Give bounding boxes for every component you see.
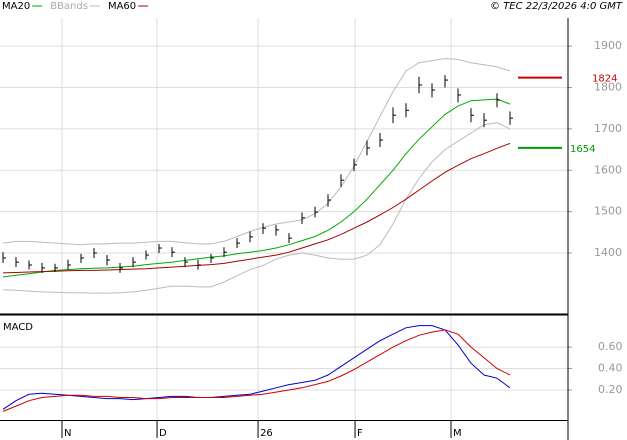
macd-line xyxy=(2,325,511,410)
x-tick-label: N xyxy=(64,428,71,439)
header: © TEC 22/3/2026 4:0 GMT xyxy=(490,1,623,12)
y-tick-label: 0.40 xyxy=(598,362,623,375)
price-marker-label: 1654 xyxy=(570,144,595,155)
bband-upper xyxy=(2,57,511,246)
y-tick-label: 1400 xyxy=(594,246,622,259)
x-tick-label: F xyxy=(357,428,363,439)
y-tick-label: 1500 xyxy=(594,205,622,218)
price-marker-label: 1824 xyxy=(592,74,617,85)
x-tick-label: 26 xyxy=(260,428,273,439)
x-tick-label: D xyxy=(159,428,167,439)
legend-label: BBands xyxy=(50,1,88,12)
y-tick-label: 1700 xyxy=(594,122,622,135)
legend-label: MA60 xyxy=(108,1,136,12)
ma-line xyxy=(2,98,511,278)
ma-line xyxy=(2,142,511,274)
panel-title: MACD xyxy=(3,322,33,333)
y-tick-label: 1600 xyxy=(594,163,622,176)
y-tick-label: 1800 xyxy=(594,81,622,94)
y-tick-label: 1900 xyxy=(594,39,622,52)
bband-lower xyxy=(2,122,511,294)
y-tick-label: 0.20 xyxy=(598,383,623,396)
x-tick-label: M xyxy=(453,428,462,439)
y-tick-label: 0.60 xyxy=(598,340,623,353)
macd-line xyxy=(2,329,511,412)
legend-label: MA20 xyxy=(2,1,30,12)
